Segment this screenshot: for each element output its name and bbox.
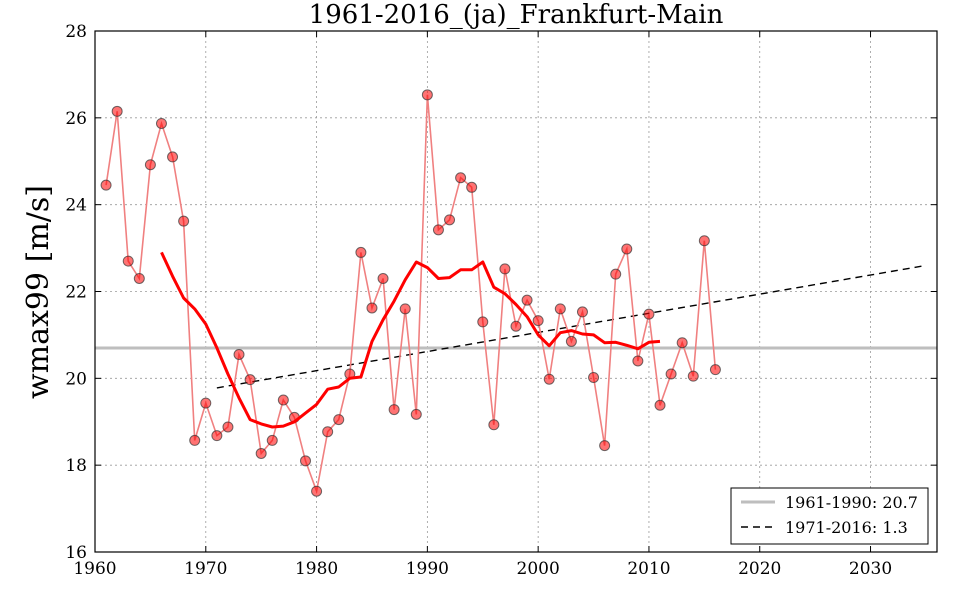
annual-data-point	[133, 272, 145, 284]
annual-data-point	[111, 105, 123, 117]
annual-data-point	[377, 272, 389, 284]
annual-data-point	[355, 246, 367, 258]
y-tick-label: 26	[65, 109, 87, 129]
y-axis-label: wmax99 [m/s]	[21, 185, 56, 399]
annual-data-point	[333, 414, 345, 426]
annual-series-layer	[100, 89, 721, 497]
legend-box	[730, 487, 929, 545]
annual-data-point	[599, 440, 611, 452]
annual-data-point	[322, 426, 334, 438]
y-tick-label: 28	[65, 22, 87, 42]
annual-data-point	[211, 430, 223, 442]
annual-data-point	[477, 316, 489, 328]
legend-trend-label: 1971-2016: 1.3	[785, 518, 908, 537]
annual-data-point	[709, 364, 721, 376]
annual-data-point	[167, 151, 179, 163]
annual-data-point	[178, 215, 190, 227]
annual-data-point	[654, 399, 666, 411]
annual-data-point	[266, 434, 278, 446]
annual-data-point	[676, 337, 688, 349]
annual-data-point	[300, 455, 311, 467]
annual-data-point	[144, 159, 156, 171]
y-tick-label: 22	[65, 283, 87, 303]
trend-line	[216, 264, 927, 389]
annual-data-point	[510, 320, 522, 332]
annual-data-point	[155, 117, 167, 129]
annual-data-point	[532, 315, 544, 327]
annual-data-point	[410, 408, 422, 420]
y-tick-label: 16	[65, 543, 87, 563]
annual-data-point	[432, 224, 444, 236]
chart-title: 1961-2016_(ja)_Frankfurt-Main	[309, 0, 724, 30]
annual-series-line	[105, 94, 717, 495]
x-tick-label: 1990	[406, 559, 449, 579]
smoothed-series-layer	[160, 251, 661, 429]
annual-data-point	[643, 308, 655, 320]
axis-ticks: 1960 1970 1980 1990 2000 2010 2020 2030 16 18 20 22…	[65, 22, 937, 579]
annual-data-point	[499, 263, 511, 275]
annual-data-point	[311, 485, 323, 497]
x-tick-label: 2010	[627, 559, 670, 579]
annual-data-point	[665, 368, 677, 380]
annual-data-point	[399, 303, 411, 315]
x-tick-label: 1960	[73, 559, 116, 579]
annual-data-point	[554, 303, 566, 315]
legend-reference-label: 1961-1990: 20.7	[785, 493, 918, 512]
annual-data-point	[466, 181, 478, 193]
annual-data-point	[565, 335, 577, 347]
annual-data-point	[255, 447, 267, 459]
annual-data-point	[455, 172, 467, 184]
x-tick-label: 2030	[849, 559, 892, 579]
annual-data-point	[233, 348, 245, 360]
annual-data-point	[444, 214, 456, 226]
x-tick-label: 2000	[517, 559, 560, 579]
y-tick-label: 24	[65, 196, 87, 216]
annual-data-point	[244, 374, 256, 386]
x-tick-label: 1970	[184, 559, 227, 579]
annual-data-point	[632, 355, 644, 367]
y-tick-label: 18	[65, 456, 87, 476]
annual-data-point	[621, 243, 633, 255]
x-tick-label: 1980	[295, 559, 338, 579]
annual-data-point	[543, 373, 555, 385]
annual-data-point	[189, 434, 201, 446]
x-tick-label: 2020	[738, 559, 781, 579]
annual-data-point	[366, 302, 378, 314]
annual-data-point	[610, 268, 622, 280]
annual-data-point	[421, 89, 433, 101]
annual-data-point	[698, 235, 710, 247]
legend: 1961-1990: 20.7 1971-2016: 1.3	[730, 487, 929, 545]
annual-data-point	[521, 294, 533, 306]
annual-data-point	[200, 397, 212, 409]
annual-data-point	[122, 255, 134, 267]
annual-data-point	[388, 404, 400, 416]
annual-data-point	[687, 370, 699, 382]
annual-data-point	[277, 394, 289, 406]
annual-data-point	[488, 419, 500, 431]
annual-data-point	[576, 306, 588, 318]
annual-data-point	[100, 179, 112, 191]
smoothed-series-line	[160, 251, 661, 429]
annual-data-point	[588, 371, 600, 383]
annual-data-point	[222, 421, 234, 433]
grid-lines	[95, 31, 937, 552]
trend-layer	[216, 264, 927, 389]
y-tick-label: 20	[65, 369, 87, 389]
